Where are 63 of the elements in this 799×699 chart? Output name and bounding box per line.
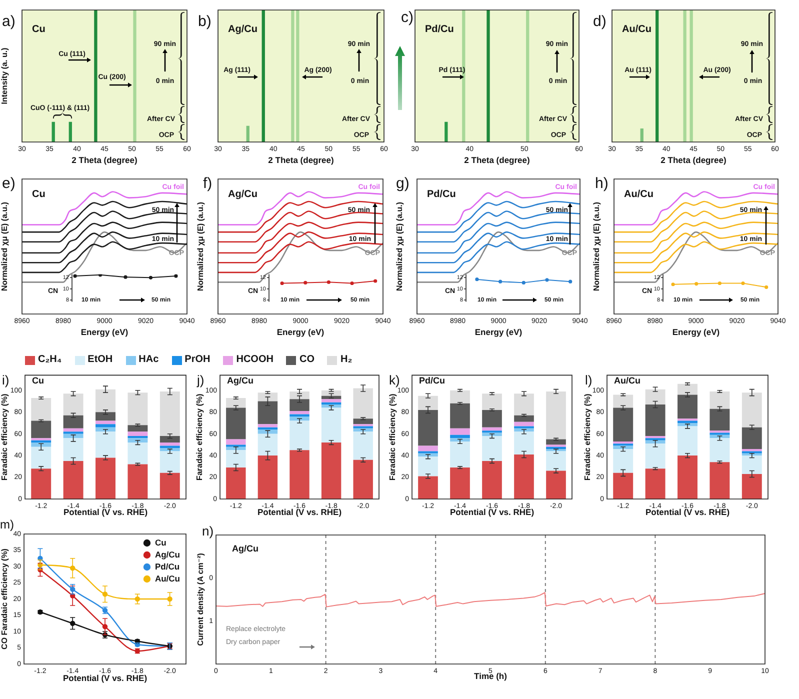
legend-label: Pd/Cu <box>154 561 180 572</box>
y-axis-title: Faradaic efficiency (%) <box>195 393 204 480</box>
y-axis-title: Normalized χμ (E) (a.u.) <box>395 202 404 292</box>
text: Ag/Cu <box>232 543 258 554</box>
legend-label: Au/Cu <box>154 573 180 584</box>
y-axis-title: Normalized χμ (E) (a.u.) <box>592 202 602 292</box>
x-axis-title: Energy (eV) <box>672 327 720 338</box>
chart-title: Cu <box>32 375 44 386</box>
text: l) <box>585 372 592 388</box>
x-axis-title: Potential (V vs. RHE) <box>645 507 730 518</box>
chart-title: Cu <box>32 188 46 200</box>
x-axis-title: Time (h) <box>474 671 508 682</box>
x-axis-title: Energy (eV) <box>80 327 128 338</box>
text: Ag/Cu <box>228 24 258 35</box>
x-axis-title: Potential (V vs. RHE) <box>62 673 148 684</box>
chart-title: Pd/Cu <box>427 188 456 200</box>
legend-label: PrOH <box>184 354 210 366</box>
chart-title: Ag/Cu <box>228 188 258 200</box>
text: i) <box>2 372 10 388</box>
x-axis-title: 2 Theta (degree) <box>464 155 530 166</box>
y-axis-title: Faradaic efficiency (%) <box>0 393 10 480</box>
text: k) <box>389 372 400 388</box>
text: b) <box>198 13 212 30</box>
chart-title: Au/Cu <box>624 188 654 200</box>
text: n) <box>202 524 214 539</box>
text: f) <box>203 175 212 192</box>
legend-label: C₂H₄ <box>38 354 62 366</box>
x-axis-title: Potential (V vs. RHE) <box>63 507 148 518</box>
legend-label: H₂ <box>340 354 352 366</box>
text: e) <box>2 175 16 192</box>
legend-label: Cu <box>154 537 166 548</box>
chart-title: Ag/Cu <box>227 375 254 386</box>
text: j) <box>196 372 204 388</box>
x-axis-title: Energy (eV) <box>276 327 324 338</box>
text: Au/Cu <box>622 24 652 35</box>
x-axis-title: Energy (eV) <box>474 327 522 338</box>
legend-label: EtOH <box>88 354 113 366</box>
x-axis-title: Potential (V vs. RHE) <box>257 507 342 518</box>
text: d) <box>593 13 606 30</box>
x-axis-title: 2 Theta (degree) <box>268 155 334 166</box>
y-axis-title: Normalized χμ (E) (a.u.) <box>0 202 10 292</box>
text: m) <box>0 517 14 532</box>
x-axis-title: Potential (V vs. RHE) <box>450 507 534 518</box>
text: h) <box>595 175 608 192</box>
legend-label: HAc <box>138 354 159 366</box>
text: a) <box>2 13 16 30</box>
text: g) <box>396 175 410 192</box>
y-axis-title: CO Faradaic efficiency (%) <box>0 548 10 650</box>
y-axis-title: Faradaic efficiency (%) <box>388 393 398 480</box>
chart-title: Au/Cu <box>614 375 640 386</box>
chart-title: Pd/Cu <box>419 375 445 386</box>
y-axis-title: Current density (A cm⁻²) <box>196 552 206 646</box>
y-axis-title: Intensity (a. u.) <box>0 47 10 104</box>
y-axis-title: Faradaic efficiency (%) <box>583 393 592 480</box>
text: c) <box>401 9 414 26</box>
y-axis-title: Normalized χμ (E) (a.u.) <box>196 202 206 292</box>
text: Cu <box>32 24 46 35</box>
legend-label: Ag/Cu <box>154 549 180 560</box>
x-axis-title: 2 Theta (degree) <box>72 155 138 166</box>
legend-label: CO <box>299 354 314 366</box>
legend-label: HCOOH <box>236 354 274 366</box>
text: Pd/Cu <box>425 24 454 35</box>
x-axis-title: 2 Theta (degree) <box>660 155 726 166</box>
